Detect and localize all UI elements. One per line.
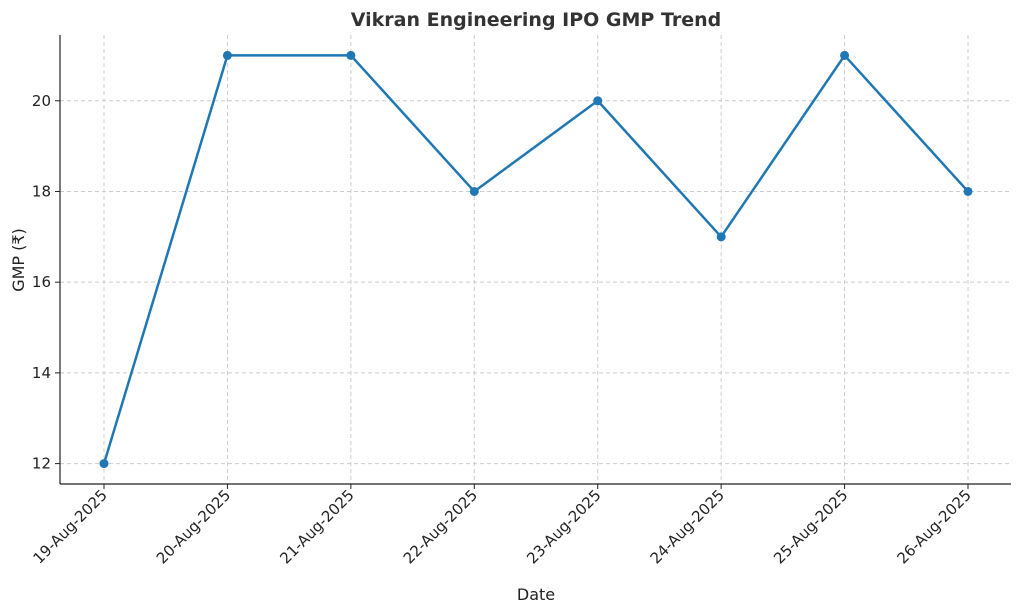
data-point [346,50,356,60]
y-tick-label: 12 [32,455,51,473]
axes [59,35,1011,485]
x-tick-label: 21-Aug-2025 [276,486,357,567]
data-point [963,186,973,196]
data-point [469,186,479,196]
y-axis-label: GMP (₹) [9,228,28,292]
y-tick-label: 14 [32,364,51,382]
y-tick-label: 18 [32,182,51,200]
x-tick-label: 20-Aug-2025 [153,486,234,567]
y-tick-label: 20 [32,92,51,110]
y-tick-label: 16 [32,273,51,291]
x-tick-label: 19-Aug-2025 [29,486,110,567]
x-tick-label: 26-Aug-2025 [893,486,974,567]
x-axis-ticks: 19-Aug-2025 20-Aug-2025 21-Aug-2025 22-Aug-… [29,484,975,567]
grid [60,35,1011,484]
data-point [99,459,109,469]
chart-title: Vikran Engineering IPO GMP Trend [351,9,721,31]
x-tick-label: 22-Aug-2025 [400,486,481,567]
x-tick-label: 23-Aug-2025 [523,486,604,567]
data-point [593,96,603,106]
series-line [102,54,969,464]
x-axis-label: Date [517,585,555,604]
x-tick-label: 25-Aug-2025 [770,486,851,567]
data-point [222,50,232,60]
data-point [716,232,726,242]
y-axis-ticks: 12 14 16 18 20 [32,92,60,473]
data-point [840,50,850,60]
x-tick-label: 24-Aug-2025 [647,486,728,567]
series-layer [99,50,973,469]
